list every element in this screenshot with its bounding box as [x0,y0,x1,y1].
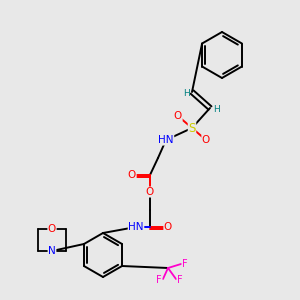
Text: HN: HN [158,135,174,145]
Text: O: O [202,135,210,145]
Text: O: O [164,222,172,232]
Text: F: F [156,275,162,285]
Text: HN: HN [128,222,144,232]
Text: F: F [177,275,183,285]
Text: O: O [174,111,182,121]
Text: H: H [214,104,220,113]
Text: O: O [128,170,136,180]
Text: O: O [146,187,154,197]
Text: H: H [183,88,189,98]
Text: O: O [48,224,56,234]
Text: N: N [48,246,56,256]
Text: F: F [182,259,188,269]
Text: S: S [188,122,196,134]
